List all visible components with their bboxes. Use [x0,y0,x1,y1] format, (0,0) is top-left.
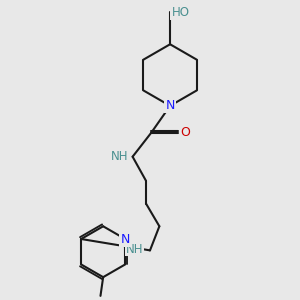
Text: NH: NH [126,242,143,256]
Text: O: O [180,126,190,139]
Text: N: N [121,232,130,245]
Text: HO: HO [171,6,189,19]
Text: NH: NH [111,150,129,163]
Text: N: N [165,99,175,112]
